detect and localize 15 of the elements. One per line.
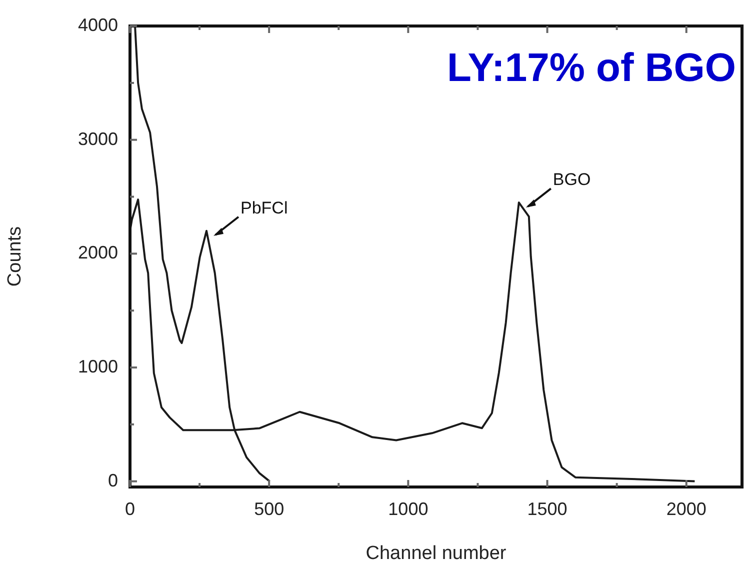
y-tick-label: 0 [108,470,118,490]
y-tick-label: 1000 [78,356,118,376]
x-tick-label: 0 [124,498,136,519]
text: PbFCl [240,198,288,218]
x-tick-label: 1000 [388,498,428,519]
x-tick-label: 500 [254,498,284,519]
y-tick-label: 3000 [78,128,118,149]
text: BGO [552,170,591,190]
x-tick-label: 1500 [527,498,568,519]
text: LY:17% of BGO [447,46,736,90]
x-tick-label: 2000 [666,498,706,519]
y-tick-label: 4000 [78,14,118,35]
x-axis-title: Channel number [366,542,507,564]
y-axis-title: Counts [4,226,26,287]
y-tick-label: 2000 [78,242,118,263]
